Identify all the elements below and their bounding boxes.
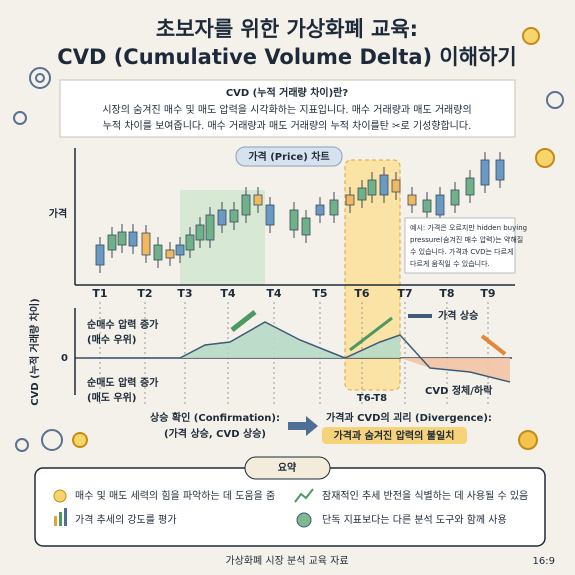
time-label: T5 [312, 287, 327, 300]
divergence-highlight [344, 159, 401, 391]
time-label: T3 [177, 287, 192, 300]
time-label: T8 [439, 287, 454, 300]
cvd-down-label: CVD 정체/하락 [425, 384, 493, 397]
intro-box [59, 79, 516, 138]
candle-body [265, 204, 275, 226]
time-label: T2 [137, 287, 152, 300]
up-arrow [349, 316, 393, 352]
cvd-y-label: CVD (누적 거래량 차이) [28, 298, 41, 405]
divergence-title: 가격과 CVD의 괴리 (Divergence): [326, 411, 492, 424]
icon [53, 489, 67, 503]
summary-title: 요약 [278, 461, 297, 474]
candle-body [407, 194, 417, 206]
icon [54, 516, 57, 526]
candle-body [289, 209, 299, 231]
candle-body [195, 224, 205, 241]
price-chart-label-pill [235, 146, 343, 167]
candle-body [185, 234, 195, 251]
candle-body [495, 159, 505, 181]
candle-body [301, 217, 311, 236]
divergence-pill [322, 427, 467, 444]
time-labels: T1 T2 T3 T4 T4 T5 T6 T7 T8 T9 [92, 287, 496, 405]
candle-body [153, 244, 163, 261]
time-label: T9 [480, 287, 495, 300]
candles [95, 152, 505, 273]
sell-label: 순매도 압력 증가 [87, 376, 159, 389]
candle-body [175, 244, 185, 256]
time-label: T6 [354, 287, 370, 300]
range-label: T6-T8 [357, 393, 387, 404]
arrow [288, 416, 318, 436]
time-label: T1 [92, 287, 107, 300]
note-box [404, 217, 516, 274]
candle-body [229, 209, 239, 223]
note-line: pressure(숨겨진 매수 압력)는 약해질 [410, 235, 523, 244]
note-line: 다르게 움직일 수 있습니다. [410, 259, 490, 268]
candle-body [95, 244, 105, 266]
candle-body [315, 204, 325, 216]
icon [296, 512, 312, 528]
candle-body [107, 234, 117, 251]
candle-body [422, 199, 432, 213]
cvd-positive-area [180, 322, 345, 358]
candle-body [241, 194, 251, 216]
candle-body [329, 199, 339, 216]
candle-body [367, 179, 377, 196]
buy-label: 순매수 압력 증가 [87, 318, 159, 331]
candle-body [117, 231, 127, 246]
cvd-line [90, 321, 511, 383]
intro-line: 시장의 숨겨진 매수 및 매도 압력을 시각화하는 지표입니다. 매수 거래량과… [102, 103, 471, 116]
candle-body [391, 179, 401, 193]
candle-body [217, 209, 227, 226]
time-label: T7 [397, 287, 412, 300]
price-up-label: 가격 상승 [438, 309, 478, 322]
up-arrow [230, 310, 257, 332]
time-label: T4 [220, 287, 236, 300]
summary-box [34, 467, 546, 547]
sell-label: (매도 우위) [87, 391, 136, 404]
candle-body [141, 232, 151, 256]
zero-label: 0 [61, 353, 68, 364]
down-arrow [480, 334, 507, 356]
candle-body [345, 194, 355, 206]
summary-pill [244, 456, 331, 480]
intro-heading: CVD (누적 거래량 차이)란? [226, 86, 349, 99]
summary-item: 잠재적인 추세 반전을 식별하는 데 사용될 수 있음 [322, 489, 528, 502]
candle-body [480, 159, 490, 186]
icon [64, 508, 67, 526]
note-line: 예시: 가격은 오르지만 hidden buying [410, 223, 527, 232]
time-label: T4 [266, 287, 282, 300]
summary-item: 단독 지표보다는 다른 분석 도구와 함께 사용 [322, 514, 507, 526]
candle-body [379, 174, 389, 196]
confirmation-sub: (가격 상승, CVD 상승) [164, 427, 266, 440]
buy-label: (매수 우위) [87, 333, 136, 346]
title-line2: CVD (Cumulative Volume Delta) 이해하기 [57, 45, 516, 69]
decorations [13, 27, 564, 452]
candle-body [435, 194, 445, 216]
candle-body [205, 214, 215, 241]
summary-item: 매수 및 매도 세력의 힘을 파악하는 데 도움을 줌 [75, 489, 275, 502]
title-line1: 초보자를 위한 가상화폐 교육: [156, 17, 418, 41]
note-line: 수 있습니다. 가격과 CVD는 다르게 [410, 247, 513, 256]
footer-caption: 가상화폐 시장 분석 교육 자료 [225, 555, 348, 567]
candle-body [253, 194, 263, 206]
footer-ratio: 16:9 [533, 556, 555, 567]
icon [59, 512, 62, 526]
candle-body [128, 231, 138, 247]
divergence-highlight-text: 가격과 숨겨진 압력의 불일치 [334, 429, 455, 442]
confirmation-title: 상승 확인 (Confirmation): [150, 411, 280, 424]
price-y-label: 가격 [49, 207, 67, 220]
price-chart-label: 가격 (Price) 차트 [248, 150, 329, 163]
candle-body [465, 177, 475, 196]
candle-body [165, 249, 175, 259]
intro-line: 누적 차이를 보여줍니다. 매수 거래량과 매도 거래량의 누적 차이를탄 ✂로… [103, 120, 472, 132]
candle-body [450, 189, 460, 206]
summary-item: 가격 추세의 강도를 평가 [75, 513, 177, 526]
icon [294, 488, 314, 503]
candle-body [357, 187, 367, 201]
